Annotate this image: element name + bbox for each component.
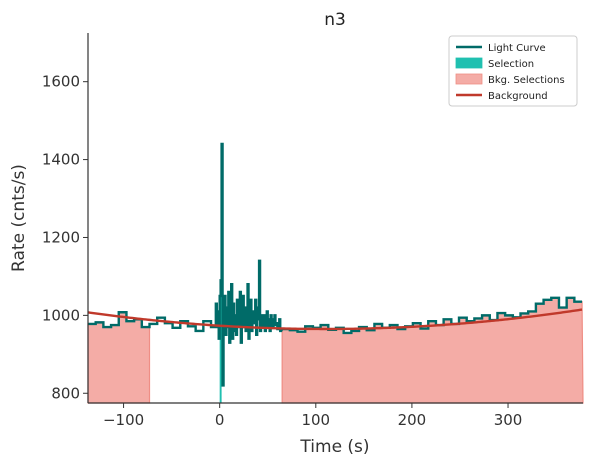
legend-frame bbox=[448, 35, 578, 107]
light-curve-layer bbox=[88, 142, 583, 387]
selection-layer bbox=[219, 295, 222, 403]
legend-patch-swatch bbox=[455, 73, 483, 85]
axes bbox=[87, 33, 583, 404]
x-tick-label: 300 bbox=[494, 411, 523, 429]
legend-patch-swatch bbox=[455, 57, 483, 69]
y-tick-label: 1000 bbox=[42, 306, 80, 324]
chart-title: n3 bbox=[324, 10, 346, 30]
background-layer bbox=[87, 308, 583, 331]
legend-entry-selection: Selection bbox=[455, 57, 534, 70]
bkg-selections-layer bbox=[87, 297, 584, 404]
x-tick-label: 0 bbox=[215, 411, 225, 429]
legend-entry-light-curve: Light Curve bbox=[456, 43, 546, 54]
x-axis-label: Time (s) bbox=[299, 437, 369, 457]
y-tick-label: 1400 bbox=[42, 151, 80, 169]
legend-entry-bkg-selections: Bkg. Selections bbox=[455, 73, 565, 86]
legend-label: Light Curve bbox=[488, 43, 546, 54]
legend-label: Background bbox=[488, 91, 548, 102]
background-series bbox=[87, 308, 583, 331]
legend-label: Bkg. Selections bbox=[488, 75, 565, 86]
light-curve-series bbox=[88, 142, 583, 387]
y-tick-label: 800 bbox=[51, 384, 80, 402]
x-tick-label: −100 bbox=[103, 411, 144, 429]
selection-region bbox=[219, 295, 222, 403]
legend: Light Curve Selection Bkg. Selections Backg… bbox=[448, 35, 578, 107]
y-tick-label: 1200 bbox=[42, 228, 80, 246]
x-tick-label: 200 bbox=[398, 411, 427, 429]
y-axis-label: Rate (cnts/s) bbox=[9, 164, 29, 272]
legend-label: Selection bbox=[488, 59, 534, 70]
legend-entry-background: Background bbox=[456, 91, 548, 102]
x-tick-label: 100 bbox=[301, 411, 330, 429]
y-tick-label: 1600 bbox=[42, 73, 80, 91]
ticks: −100 0 100 200 300 800 1000 1200 1400 1600 bbox=[42, 73, 523, 429]
bkg-selection-region-1 bbox=[281, 297, 584, 404]
